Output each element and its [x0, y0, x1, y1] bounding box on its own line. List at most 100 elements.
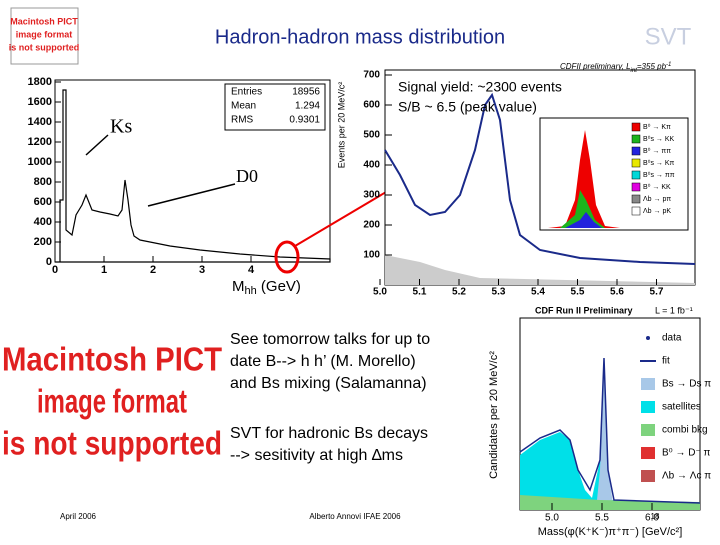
bottom-satellites — [520, 360, 700, 510]
footer-date: April 2006 — [60, 512, 97, 521]
x-tick-label: 5.5 — [595, 513, 609, 524]
left-histogram — [55, 89, 331, 263]
stats-key: Entries — [231, 87, 262, 98]
bullets: See tomorrow talks for up to date B--> h … — [230, 331, 430, 464]
placeholder-line: image format — [16, 29, 73, 39]
inset-swatch — [631, 182, 641, 192]
stats-value: 0.9301 — [289, 115, 320, 126]
bottom-xlabel: Mass(φ(K⁺K⁻)π⁺π⁻) [GeV/c²] — [538, 526, 683, 538]
arrow-d0 — [147, 183, 236, 207]
xlabel-unit: (GeV) — [257, 278, 301, 295]
x-tick-label: 5.6 — [610, 287, 624, 298]
y-tick-label: 1800 — [28, 76, 52, 88]
y-tick-label: 200 — [34, 236, 52, 248]
bottom-axes: 5.0 5.5 6.0 data fit Bs → Ds π satellites combi… — [545, 333, 711, 524]
inset-swatch — [631, 122, 641, 132]
y-tick-label: 0 — [46, 256, 52, 268]
y-tick-label: 1000 — [28, 156, 52, 168]
legend-swatch — [641, 424, 655, 436]
placeholder-large: Macintosh PICT image format is not support… — [2, 341, 222, 462]
right-ylabel: Events per 20 MeV/c² — [336, 82, 346, 169]
inset-red — [548, 130, 620, 228]
footer-author: Alberto Annovi IFAE 2006 — [309, 512, 401, 521]
legend-label: satellites — [662, 402, 701, 413]
placeholder-line: image format — [37, 383, 187, 420]
inset-legend: B⁰ → Kπ — [643, 123, 671, 131]
inset-swatch — [631, 206, 641, 216]
y-tick-label: 800 — [34, 176, 52, 188]
legend-label: combi bkg — [662, 425, 708, 436]
y-tick-label: 1200 — [28, 136, 52, 148]
title: Hadron-hadron mass distribution — [215, 26, 505, 48]
bullet-line: date B--> h h’ (M. Morello) — [230, 353, 416, 370]
bottom-combi — [520, 495, 700, 510]
legend-swatch — [641, 470, 655, 482]
y-tick-label: 100 — [363, 250, 380, 261]
x-tick-label: 5.4 — [531, 287, 545, 298]
x-tick-label: 5.0 — [545, 513, 559, 524]
x-tick-label: 1 — [101, 264, 107, 276]
inset-swatch — [631, 158, 641, 168]
y-tick-label: 300 — [363, 190, 380, 201]
placeholder-small: Macintosh PICT image format is not support… — [9, 16, 80, 52]
y-tick-label: 1400 — [28, 116, 52, 128]
label-ks: Ks — [110, 116, 132, 138]
inset-legend: B⁰s → ππ — [643, 171, 675, 179]
x-tick-label: 3 — [199, 264, 205, 276]
legend-label: Bs → Ds π — [662, 379, 711, 390]
x-tick-label: 5.3 — [492, 287, 506, 298]
inset — [539, 117, 689, 231]
placeholder-box — [10, 7, 79, 65]
legend-label: Λb → Λc π — [662, 471, 711, 482]
legend-label: fit — [662, 356, 670, 367]
bottom-fit — [519, 357, 701, 504]
placeholder-line: is not supported — [9, 42, 80, 52]
x-tick-label: 5.0 — [373, 287, 387, 298]
y-tick-label: 1600 — [28, 96, 52, 108]
y-tick-label: 700 — [363, 70, 380, 81]
y-tick-label: 400 — [363, 160, 380, 171]
xlabel: M — [232, 278, 245, 295]
stats-value: 18956 — [292, 87, 320, 98]
legend-label: B⁰ → D⁻ π — [662, 448, 711, 459]
logo: SVT — [645, 23, 692, 50]
y-tick-label: 500 — [363, 130, 380, 141]
inset-swatch — [631, 194, 641, 204]
bullet-line: --> sesitivity at high ∆ms — [230, 447, 403, 464]
bullet-line: SVT for hadronic Bs decays — [230, 425, 428, 442]
placeholder-line: Macintosh PICT — [2, 341, 222, 378]
bottom-title: CDF Run II Preliminary — [535, 305, 633, 315]
stats-value: 1.294 — [295, 101, 320, 112]
inset-swatch — [631, 146, 641, 156]
inset-legend: B⁰s → Kπ — [643, 159, 675, 167]
xlabel-sub: hh — [245, 285, 257, 297]
placeholder-line: is not supported — [2, 425, 222, 462]
right-header: CDFII preliminary, Lint=355 pb-1 — [560, 62, 671, 74]
inset-swatch — [631, 134, 641, 144]
stats-key: Mean — [231, 101, 256, 112]
x-tick-label: 5.1 — [413, 287, 427, 298]
bottom-ylabel: Candidates per 20 MeV/c² — [488, 351, 500, 479]
inset-swatch — [631, 170, 641, 180]
y-tick-label: 600 — [34, 196, 52, 208]
bullet-line: and Bs mixing (Salamanna) — [230, 375, 427, 392]
stats-box — [224, 83, 326, 131]
x-tick-label: 5.5 — [571, 287, 585, 298]
inset-legend: B⁰s → KK — [643, 135, 675, 143]
stats-key: RMS — [231, 115, 254, 126]
right-axes: 700 600 500 400 300 200 100 5.0 5.1 5.2 5.3 5.4 5.5 5… — [363, 70, 674, 298]
x-tick-label: 4 — [248, 264, 255, 276]
header-sup: -1 — [666, 62, 671, 68]
x-tick-label: 5.2 — [452, 287, 466, 298]
inset-legend: B⁰ → ππ — [643, 147, 671, 155]
placeholder-line: Macintosh PICT — [10, 16, 78, 26]
left-xlabel: Mhh (GeV) — [232, 278, 301, 297]
bottom-signal — [596, 360, 614, 510]
footer-page: 18 — [651, 512, 660, 521]
header-sub: int — [631, 68, 638, 74]
annotation-2: S/B ~ 6.5 (peak value) — [398, 99, 537, 115]
x-tick-label: 6.0 — [645, 513, 659, 524]
right-fit — [384, 92, 696, 265]
legend-marker — [646, 336, 650, 340]
inset-legend: B⁰ → KK — [643, 183, 671, 191]
